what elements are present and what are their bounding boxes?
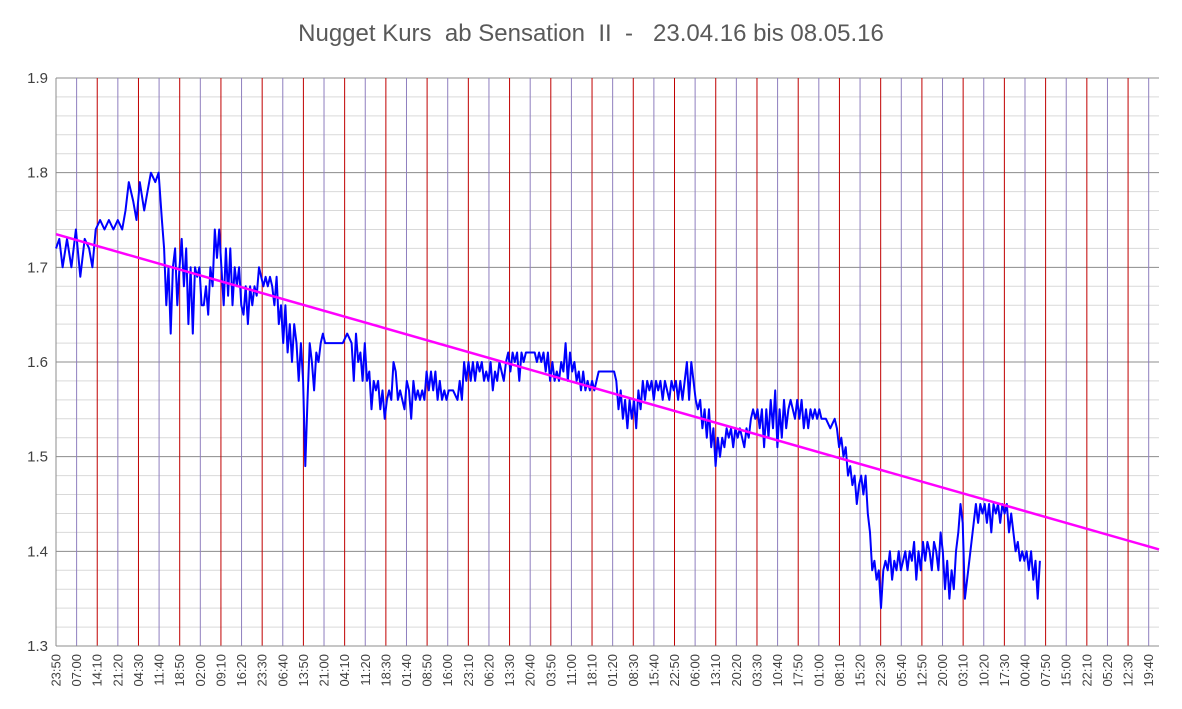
x-tick-label: 12:50: [914, 654, 929, 687]
major-gridlines: [56, 77, 1159, 647]
x-tick-label: 21:20: [110, 654, 125, 687]
x-tick-label: 23:30: [255, 654, 270, 687]
y-tick-label: 1.3: [27, 638, 48, 655]
x-axis-ticks: 23:50 07:00 14:10 21:20 04:30 11:40 18:50 02:00…: [49, 654, 1157, 687]
x-tick-label: 07:50: [1038, 654, 1053, 687]
x-tick-label: 13:50: [296, 654, 311, 687]
x-tick-label: 22:30: [873, 654, 888, 687]
x-tick-label: 01:00: [811, 654, 826, 687]
x-tick-label: 05:40: [894, 654, 909, 687]
chart-title: Nugget Kurs ab Sensation II - 23.04.16 b…: [298, 20, 884, 47]
y-tick-label: 1.5: [27, 449, 48, 466]
y-tick-label: 1.6: [27, 354, 48, 371]
x-tick-label: 01:40: [399, 654, 414, 687]
x-tick-label: 05:20: [1100, 654, 1115, 687]
y-axis-ticks: 1.3 1.4 1.5 1.6 1.7 1.8 1.9: [27, 70, 48, 655]
x-tick-label: 00:40: [1018, 654, 1033, 687]
x-tick-label: 18:30: [378, 654, 393, 687]
x-tick-label: 13:10: [708, 654, 723, 687]
x-tick-label: 23:10: [461, 654, 476, 687]
x-tick-label: 16:00: [440, 654, 455, 687]
y-tick-label: 1.4: [27, 543, 48, 560]
x-tick-label: 08:50: [420, 654, 435, 687]
x-tick-label: 12:30: [1121, 654, 1136, 687]
x-tick-label: 08:10: [832, 654, 847, 687]
x-tick-label: 19:40: [1141, 654, 1156, 687]
x-tick-label: 11:20: [358, 654, 373, 686]
x-tick-label: 03:10: [956, 654, 971, 687]
x-tick-label: 03:50: [543, 654, 558, 687]
x-tick-label: 17:50: [791, 654, 806, 687]
y-tick-label: 1.9: [27, 70, 48, 87]
x-tick-label: 02:00: [193, 654, 208, 687]
x-tick-label: 13:30: [502, 654, 517, 687]
x-tick-label: 07:00: [69, 654, 84, 687]
x-tick-label: 01:20: [605, 654, 620, 687]
x-tick-label: 10:40: [770, 654, 785, 687]
x-tick-label: 04:30: [131, 654, 146, 687]
x-tick-label: 20:00: [935, 654, 950, 687]
x-tick-label: 17:30: [997, 654, 1012, 687]
x-tick-label: 14:10: [90, 654, 105, 687]
plot-frame: [55, 78, 1159, 647]
y-tick-label: 1.7: [27, 259, 48, 276]
price-series-line: [55, 171, 1041, 610]
x-tick-label: 18:10: [585, 654, 600, 687]
x-tick-label: 15:40: [646, 654, 661, 687]
x-tick-label: 18:50: [172, 654, 187, 687]
y-tick-label: 1.8: [27, 165, 48, 182]
x-tick-label: 11:00: [564, 654, 579, 686]
x-tick-label: 22:10: [1079, 654, 1094, 687]
x-tick-label: 04:10: [337, 654, 352, 687]
x-tick-label: 20:40: [523, 654, 538, 687]
x-tick-label: 15:20: [853, 654, 868, 687]
x-tick-label: 23:50: [49, 654, 64, 687]
x-tick-label: 06:00: [688, 654, 703, 687]
x-tick-label: 20:20: [729, 654, 744, 687]
x-tick-label: 06:20: [482, 654, 497, 687]
x-tick-label: 16:20: [234, 654, 249, 687]
x-tick-label: 08:30: [626, 654, 641, 687]
x-tick-label: 09:10: [213, 654, 228, 687]
x-tick-label: 10:20: [976, 654, 991, 687]
x-tick-label: 11:40: [152, 654, 167, 686]
series-group: [55, 171, 1160, 610]
x-tick-label: 03:30: [750, 654, 765, 687]
x-tick-label: 06:40: [275, 654, 290, 687]
x-tick-label: 22:50: [667, 654, 682, 687]
trend-line: [55, 232, 1160, 551]
x-tick-label: 21:00: [317, 654, 332, 687]
x-tick-label: 15:00: [1059, 654, 1074, 687]
